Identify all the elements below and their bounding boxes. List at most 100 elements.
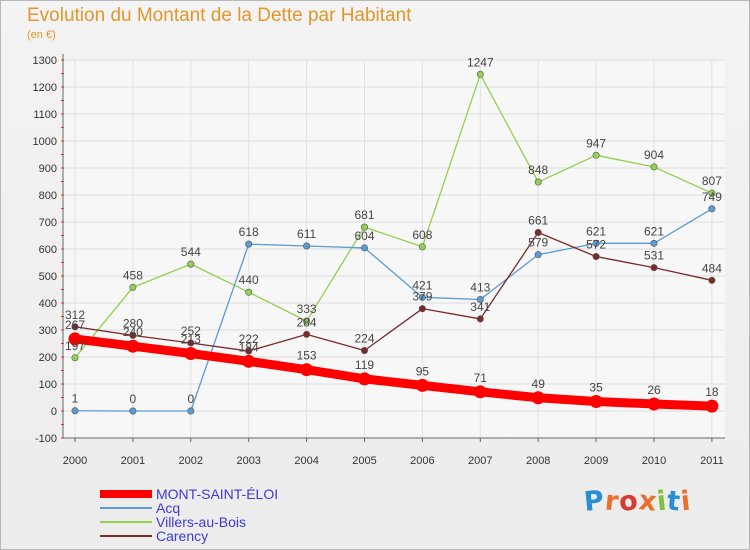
data-point bbox=[68, 332, 82, 346]
data-label: 544 bbox=[181, 245, 201, 259]
data-point bbox=[358, 372, 371, 386]
data-label: 95 bbox=[416, 364, 430, 378]
data-point bbox=[650, 264, 658, 272]
data-label: 18 bbox=[705, 385, 719, 399]
y-tick-label: 900 bbox=[39, 163, 57, 175]
data-label: 333 bbox=[297, 302, 317, 316]
legend-swatch bbox=[100, 490, 152, 498]
data-point bbox=[650, 163, 658, 171]
legend-item: Villers-au-Bois bbox=[100, 515, 278, 529]
data-point bbox=[303, 330, 311, 338]
data-point bbox=[473, 385, 487, 399]
data-label: 284 bbox=[297, 315, 317, 329]
y-tick-label: 1200 bbox=[33, 82, 57, 94]
x-tick-label: 2005 bbox=[352, 455, 376, 467]
data-label: 153 bbox=[297, 349, 317, 363]
x-tick-label: 2010 bbox=[642, 455, 666, 467]
y-tick-label: 1100 bbox=[33, 109, 57, 121]
series-line-mont-saint-loi bbox=[70, 334, 717, 411]
x-tick-label: 2002 bbox=[179, 455, 203, 467]
data-point bbox=[531, 391, 545, 405]
data-label: 621 bbox=[644, 224, 664, 238]
data-label: 0 bbox=[130, 392, 137, 406]
data-label: 49 bbox=[532, 377, 546, 391]
x-tick-label: 2011 bbox=[700, 455, 724, 467]
x-tick-label: 2001 bbox=[121, 455, 145, 467]
data-point bbox=[534, 251, 542, 259]
y-tick-label: 1300 bbox=[33, 55, 57, 67]
data-label: 440 bbox=[239, 273, 259, 287]
data-point bbox=[187, 407, 195, 415]
data-point bbox=[242, 354, 256, 368]
data-point bbox=[592, 253, 600, 261]
y-tick-label: 600 bbox=[39, 244, 57, 256]
legend: MONT-SAINT-ÉLOI Acq Villers-au-Bois Carency bbox=[100, 487, 278, 543]
data-point bbox=[360, 347, 368, 355]
data-label: 1247 bbox=[467, 55, 494, 69]
data-label: 35 bbox=[589, 381, 603, 395]
y-tick-label: 100 bbox=[39, 379, 57, 391]
data-label: 621 bbox=[586, 224, 606, 238]
data-point bbox=[71, 354, 79, 362]
data-point bbox=[592, 239, 600, 247]
data-point bbox=[592, 151, 600, 159]
y-tick-label: 500 bbox=[39, 271, 57, 283]
data-label: 240 bbox=[123, 325, 143, 339]
data-label: 26 bbox=[647, 383, 661, 397]
legend-swatch bbox=[100, 507, 152, 509]
data-label: 611 bbox=[297, 227, 316, 241]
data-point bbox=[187, 339, 195, 347]
data-point bbox=[303, 242, 311, 250]
data-label: 421 bbox=[412, 278, 432, 292]
data-point bbox=[534, 178, 542, 186]
series-line-acq bbox=[74, 208, 713, 412]
legend-label: Villers-au-Bois bbox=[156, 514, 246, 530]
data-label: 618 bbox=[239, 225, 259, 239]
data-label: 807 bbox=[702, 174, 722, 188]
data-label: 379 bbox=[412, 290, 432, 304]
series-line-carency bbox=[74, 231, 713, 352]
data-label: 947 bbox=[586, 136, 606, 150]
x-tick-label: 2000 bbox=[63, 455, 87, 467]
brand-logo: Proxiti bbox=[582, 485, 694, 518]
data-label: 184 bbox=[239, 340, 259, 354]
data-label: 661 bbox=[528, 214, 548, 228]
y-tick-label: 700 bbox=[39, 217, 57, 229]
data-label: 0 bbox=[187, 392, 194, 406]
y-tick-label: 300 bbox=[39, 325, 57, 337]
data-point bbox=[71, 323, 79, 331]
y-tick-label: -100 bbox=[35, 433, 57, 445]
data-point bbox=[129, 283, 137, 291]
data-point bbox=[705, 399, 719, 413]
legend-swatch bbox=[100, 535, 152, 537]
data-label: 224 bbox=[354, 332, 374, 346]
data-label: 413 bbox=[470, 280, 490, 294]
data-label: 572 bbox=[586, 238, 606, 252]
legend-swatch bbox=[100, 521, 152, 523]
data-label: 848 bbox=[528, 163, 548, 177]
data-label: 213 bbox=[181, 332, 201, 346]
data-label: 904 bbox=[644, 148, 664, 162]
data-label: 749 bbox=[702, 190, 722, 204]
data-label: 312 bbox=[65, 308, 85, 322]
legend-item: Carency bbox=[100, 529, 278, 543]
chart-title: Evolution du Montant de la Dette par Hab… bbox=[27, 5, 412, 26]
legend-label: MONT-SAINT-ÉLOI bbox=[156, 486, 279, 502]
brand-letter: i bbox=[679, 485, 694, 518]
data-point bbox=[418, 293, 426, 301]
chart-unit: (en €) bbox=[27, 29, 56, 41]
data-point bbox=[589, 395, 603, 409]
data-point bbox=[245, 347, 253, 355]
data-point bbox=[647, 397, 661, 411]
x-tick-label: 2008 bbox=[526, 455, 550, 467]
data-point bbox=[418, 305, 426, 313]
legend-item: MONT-SAINT-ÉLOI bbox=[100, 487, 278, 501]
x-tick-label: 2003 bbox=[236, 455, 260, 467]
data-point bbox=[360, 223, 368, 231]
x-tick-label: 2006 bbox=[410, 455, 434, 467]
x-tick-label: 2004 bbox=[294, 455, 318, 467]
data-label: 1 bbox=[72, 392, 79, 406]
data-label: 604 bbox=[354, 229, 374, 243]
y-tick-label: 200 bbox=[39, 352, 57, 364]
data-label: 280 bbox=[123, 316, 143, 330]
